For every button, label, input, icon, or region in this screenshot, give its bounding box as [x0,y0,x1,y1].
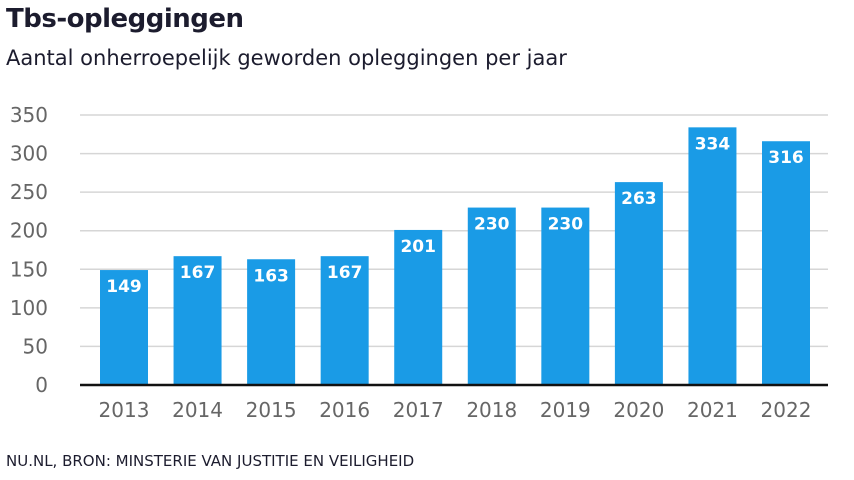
y-tick-label: 350 [10,103,48,127]
data-label: 167 [327,263,363,283]
bar [394,229,443,385]
bar [100,270,148,385]
chart-title: Tbs-opleggingen [6,4,244,34]
y-tick-label: 250 [10,180,48,204]
chart-subtitle: Aantal onherroepelijk geworden oplegging… [6,46,567,70]
y-tick-label: 100 [10,296,48,320]
x-tick-label: 2014 [172,398,223,422]
data-label: 263 [621,189,657,209]
data-label: 230 [548,215,584,235]
bar [467,207,516,385]
x-tick-label: 2016 [319,398,370,422]
bar [541,207,590,385]
bar [614,182,663,385]
y-tick-label: 0 [35,373,48,397]
data-label: 230 [474,215,510,235]
data-label: 163 [253,266,289,286]
y-tick-label: 200 [10,219,48,243]
data-label: 316 [768,148,804,168]
y-tick-label: 50 [23,334,48,358]
bar [173,256,222,385]
x-tick-label: 2015 [246,398,297,422]
y-tick-label: 150 [10,257,48,281]
x-tick-label: 2020 [613,398,664,422]
data-label: 149 [106,277,142,297]
bar [688,127,737,385]
bar [762,141,810,385]
data-label: 167 [180,263,216,283]
data-label: 201 [400,237,436,257]
x-tick-label: 2021 [687,398,738,422]
x-tick-label: 2013 [99,398,150,422]
x-tick-label: 2019 [540,398,591,422]
y-tick-label: 300 [10,142,48,166]
x-tick-label: 2018 [466,398,517,422]
data-label: 334 [695,134,731,154]
x-tick-label: 2017 [393,398,444,422]
bar [320,256,369,385]
bar [247,259,296,385]
source-note: NU.NL, BRON: MINSTERIE VAN JUSTITIE EN V… [6,452,415,470]
x-tick-label: 2022 [761,398,812,422]
